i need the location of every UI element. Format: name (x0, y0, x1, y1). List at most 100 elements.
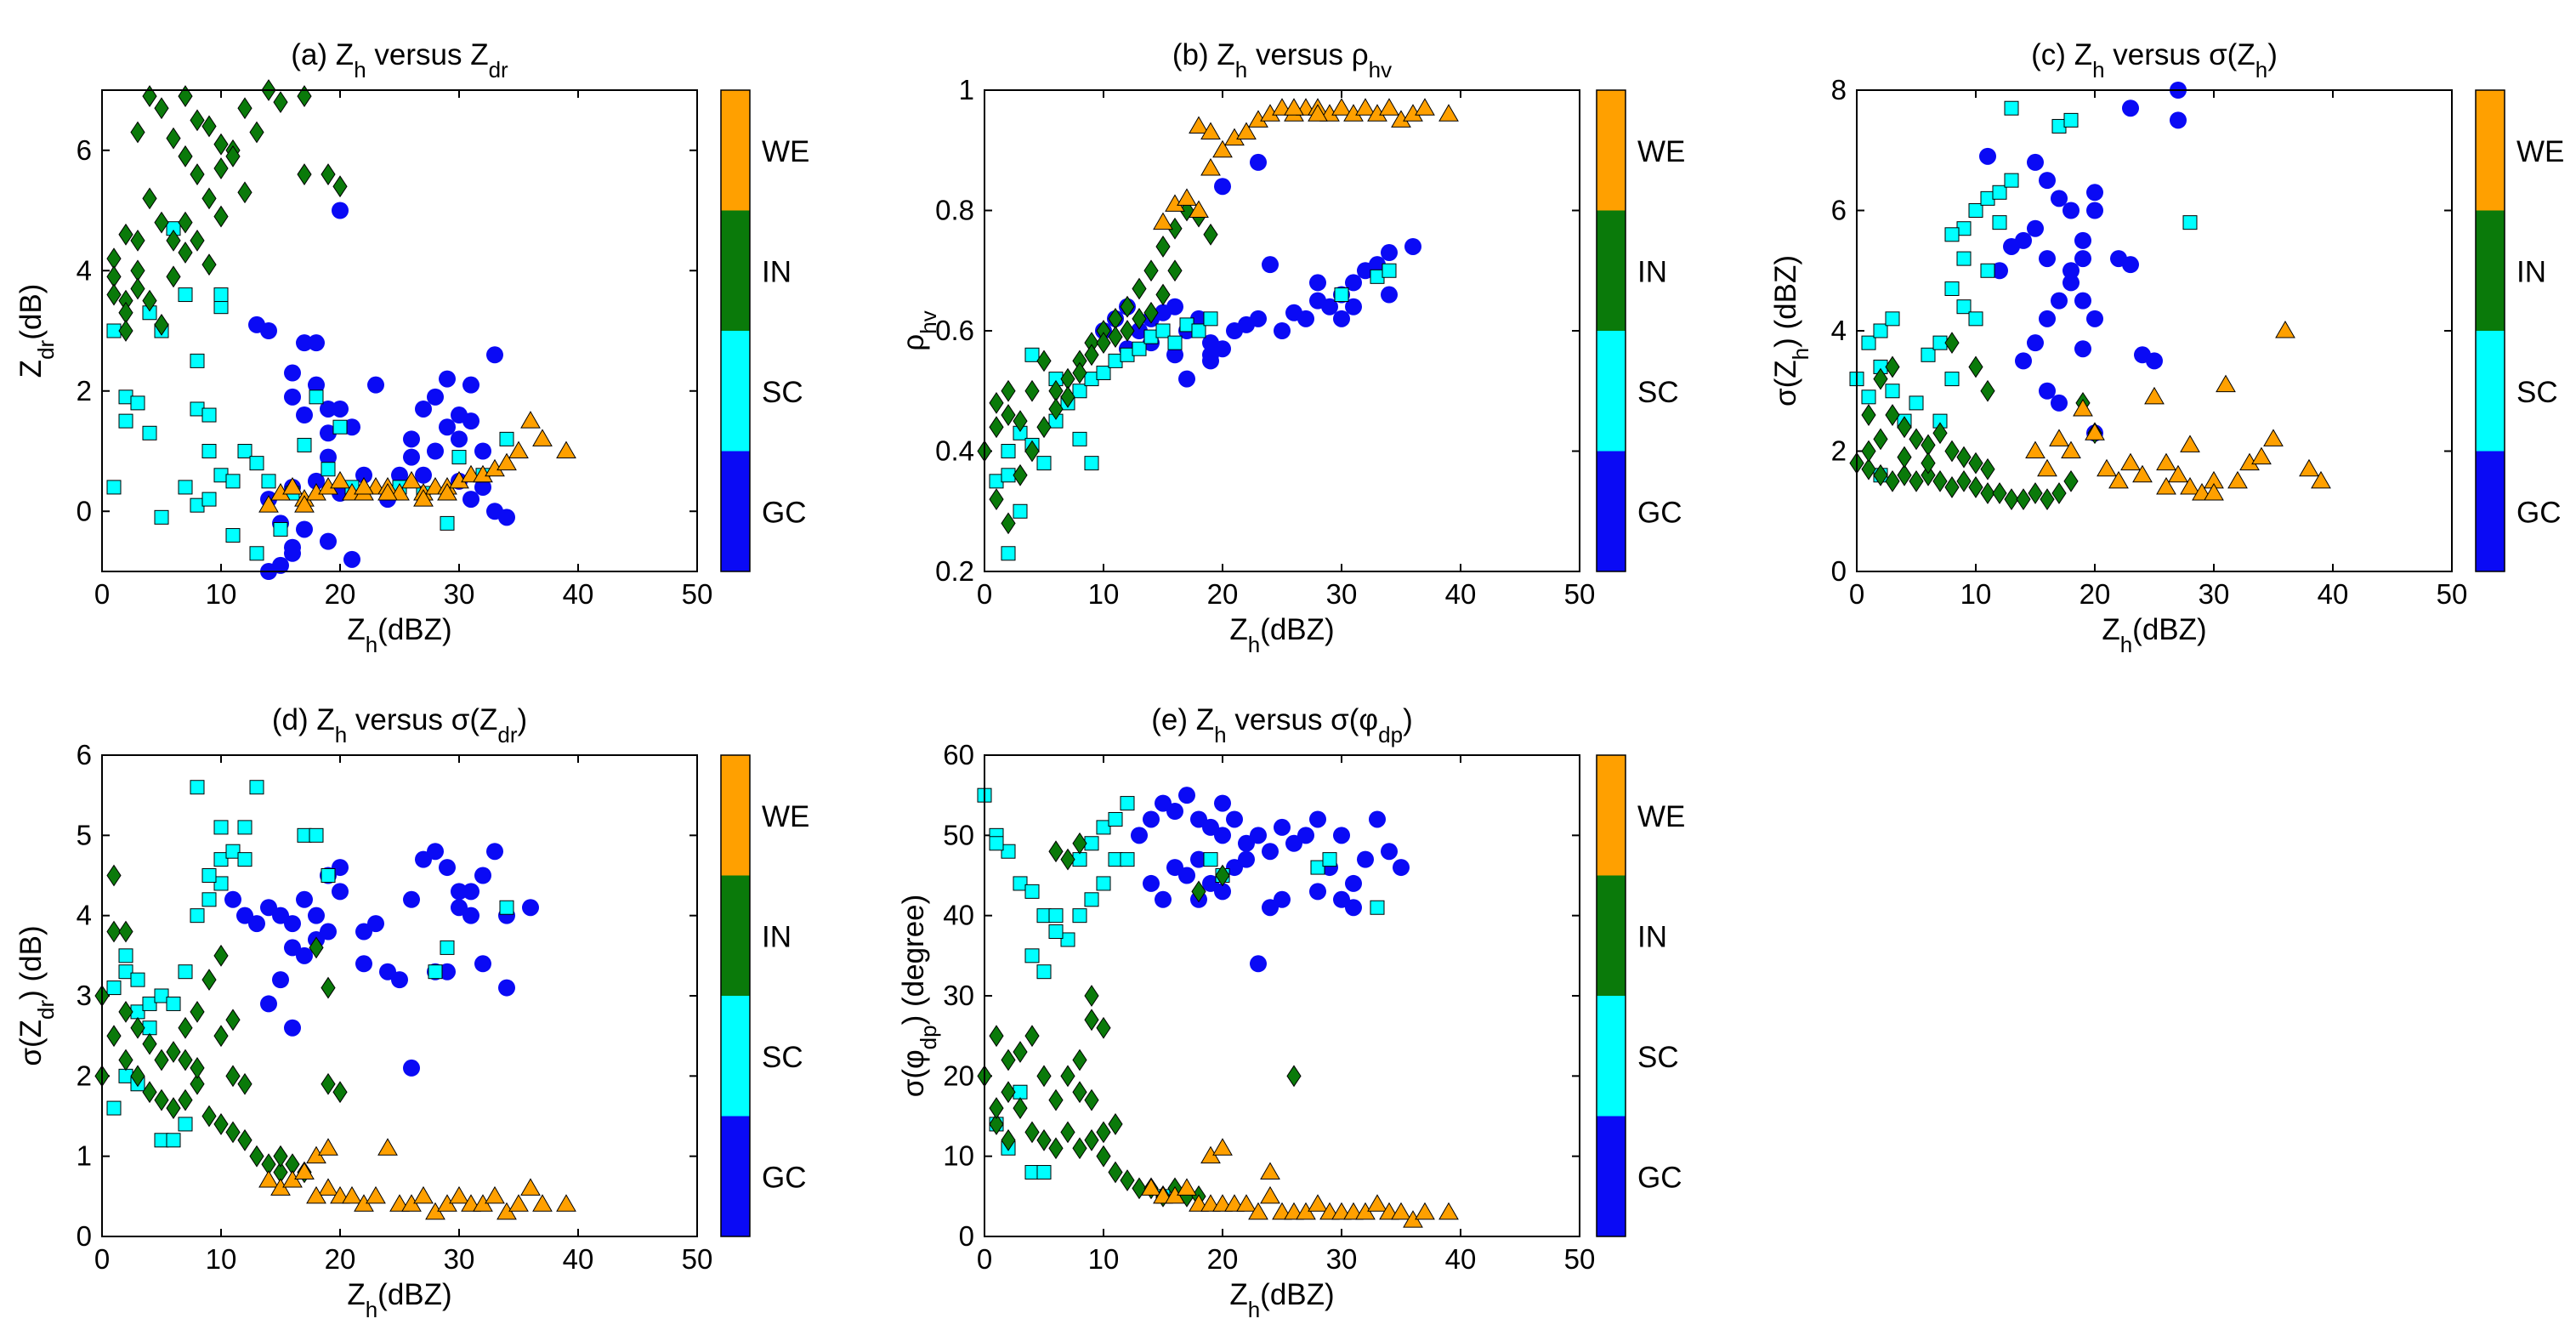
data-point-gc (343, 418, 360, 436)
data-point-gc (308, 376, 325, 394)
data-point-gc (474, 442, 491, 460)
data-point-gc (1309, 810, 1326, 828)
data-point-in (1060, 1121, 1075, 1144)
data-point-sc (1024, 948, 1040, 963)
colorbar-label-sc: SC (762, 1041, 803, 1074)
data-point-we (366, 1185, 386, 1204)
data-point-sc (201, 892, 217, 907)
data-point-in (190, 163, 205, 185)
x-tick-label: 0 (94, 1243, 110, 1275)
data-point-in (213, 157, 229, 179)
data-point-sc (1036, 1165, 1052, 1180)
data-point-gc (1274, 818, 1291, 836)
data-point-in (201, 253, 217, 276)
data-point-gc (284, 388, 301, 406)
x-axis-label: Zh(dBZ) (347, 613, 451, 657)
data-point-sc (213, 299, 229, 315)
data-point-in (142, 85, 157, 107)
data-point-in (1108, 1161, 1123, 1184)
data-point-in (106, 864, 122, 887)
data-point-sc (118, 413, 133, 429)
data-point-sc (1001, 844, 1016, 859)
data-point-in (1980, 482, 1995, 504)
colorbar-segment-in (721, 875, 750, 996)
data-point-sc (1370, 900, 1385, 915)
chart-title: (d) Zh versus σ(Zdr) (272, 703, 527, 747)
data-point-in (2004, 488, 2019, 511)
data-point-gc (2074, 231, 2091, 249)
data-point-sc (201, 407, 217, 423)
data-point-in (989, 1097, 1004, 1119)
data-point-we (556, 1194, 576, 1212)
data-point-sc (1013, 503, 1028, 519)
colorbar-label-we: WE (1637, 135, 1685, 168)
data-point-gc (1226, 859, 1243, 877)
data-point-we (2299, 458, 2319, 477)
data-point-we (2156, 452, 2176, 471)
data-point-in (1203, 223, 1218, 246)
data-point-in (1897, 463, 1912, 486)
data-point-in (1861, 404, 1876, 426)
y-tick-label: 30 (943, 980, 974, 1011)
colorbar-frame (1596, 89, 1626, 572)
data-point-in (237, 97, 252, 120)
data-point-sc (1096, 366, 1111, 381)
data-point-gc (1321, 298, 1338, 315)
data-point-in (1944, 440, 1960, 463)
data-point-in (332, 1081, 348, 1104)
data-point-gc (1131, 827, 1148, 844)
data-point-sc (213, 820, 229, 835)
data-point-in (154, 1049, 169, 1071)
data-point-we (1248, 1202, 1268, 1220)
x-tick-label: 30 (444, 578, 475, 610)
data-point-we (1141, 1178, 1161, 1196)
data-point-we (496, 452, 517, 471)
data-point-we (413, 489, 434, 507)
data-point-we (1236, 1194, 1257, 1212)
data-point-in (1072, 1049, 1087, 1071)
data-point-in (213, 133, 229, 156)
data-point-in (1072, 361, 1087, 384)
data-point-gc (1393, 859, 1410, 877)
data-point-in (1286, 1065, 1302, 1088)
data-point-gc (1178, 787, 1195, 804)
data-point-gc (2063, 202, 2080, 219)
data-point-gc (427, 388, 444, 406)
data-point-we (354, 476, 374, 495)
colorbar-label-in: IN (762, 255, 792, 288)
data-point-gc (320, 448, 337, 466)
data-point-sc (1885, 311, 1900, 327)
colorbar-label-sc: SC (1637, 1041, 1679, 1074)
colorbar-segment-gc (1597, 451, 1626, 571)
data-point-in (154, 97, 169, 120)
data-point-gc (522, 899, 539, 917)
data-point-in (2051, 482, 2067, 504)
data-point-gc (439, 418, 456, 436)
data-point-gc (224, 890, 241, 908)
data-point-we (377, 483, 398, 501)
plot-area (102, 755, 697, 1236)
data-point-gc (1143, 874, 1160, 892)
y-tick-label: 2 (77, 1060, 92, 1091)
data-point-gc (1190, 810, 1207, 828)
plot-area (1857, 90, 2452, 571)
data-point-sc (1120, 796, 1135, 811)
data-point-in (213, 205, 229, 228)
data-point-in (1167, 259, 1183, 282)
data-point-in (142, 1081, 157, 1104)
data-point-in (1885, 355, 1900, 378)
data-point-we (1177, 1178, 1197, 1196)
data-point-in (142, 1032, 157, 1055)
x-tick-label: 50 (1564, 578, 1596, 610)
colorbar-label-sc: SC (762, 376, 803, 409)
data-point-gc (2063, 262, 2080, 280)
data-point-sc (1885, 384, 1900, 399)
data-point-in (118, 1049, 133, 1071)
data-point-we (2061, 440, 2081, 458)
data-point-sc (261, 474, 276, 489)
data-point-gc (2015, 352, 2032, 370)
data-point-sc (451, 450, 467, 465)
data-point-gc (439, 963, 456, 980)
data-point-gc (451, 430, 468, 448)
data-point-in (1048, 1137, 1064, 1160)
